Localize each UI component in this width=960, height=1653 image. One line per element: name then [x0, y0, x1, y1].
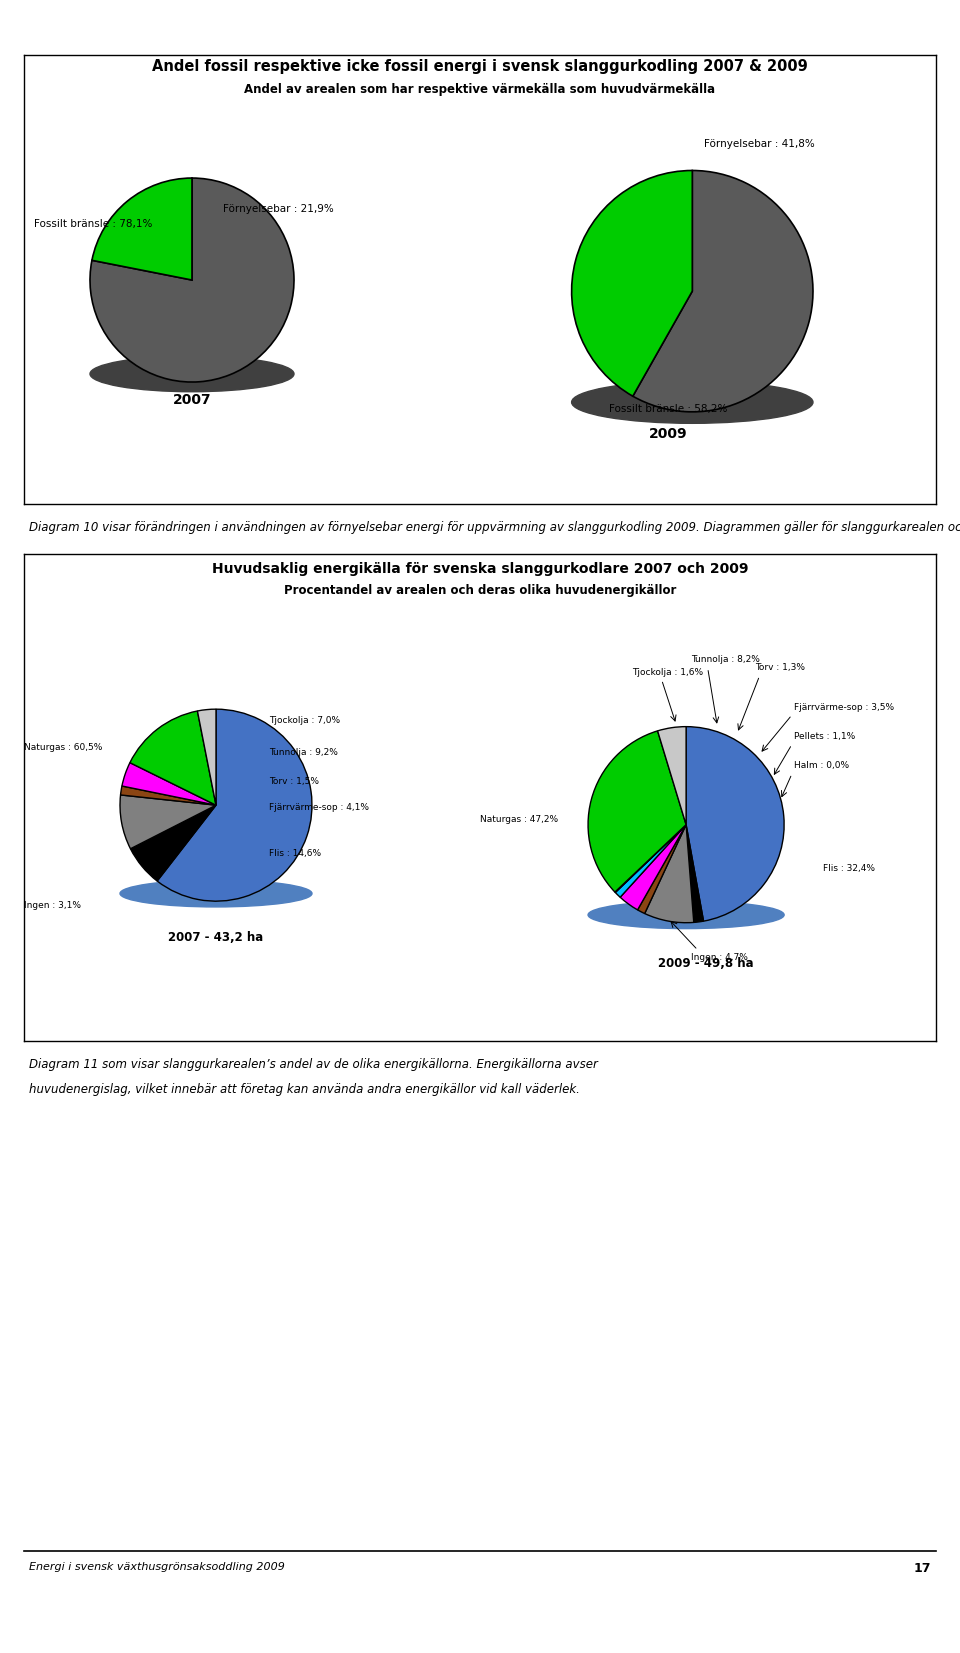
Wedge shape [130, 711, 216, 805]
Wedge shape [571, 170, 692, 397]
Text: Fossilt bränsle : 78,1%: Fossilt bränsle : 78,1% [34, 218, 153, 230]
Wedge shape [615, 825, 686, 898]
Text: Naturgas : 47,2%: Naturgas : 47,2% [480, 815, 559, 825]
Ellipse shape [90, 355, 294, 392]
Text: Torv : 1,3%: Torv : 1,3% [755, 663, 804, 673]
Wedge shape [90, 179, 294, 382]
Wedge shape [620, 825, 686, 909]
Text: Fjärrvärme-sop : 4,1%: Fjärrvärme-sop : 4,1% [269, 803, 369, 812]
Wedge shape [686, 825, 704, 922]
Wedge shape [157, 709, 312, 901]
Text: Andel av arealen som har respektive värmekälla som huvudvärmekälla: Andel av arealen som har respektive värm… [245, 83, 715, 96]
Text: 17: 17 [914, 1562, 931, 1575]
Text: Torv : 1,5%: Torv : 1,5% [269, 777, 319, 785]
Text: Andel fossil respektive icke fossil energi i svensk slanggurkodling 2007 & 2009: Andel fossil respektive icke fossil ener… [152, 58, 808, 74]
Wedge shape [122, 762, 216, 805]
Text: Tjockolja : 7,0%: Tjockolja : 7,0% [269, 716, 340, 726]
Wedge shape [615, 825, 686, 893]
Text: Förnyelsebar : 41,8%: Förnyelsebar : 41,8% [705, 139, 815, 149]
Text: Tunnolja : 8,2%: Tunnolja : 8,2% [691, 656, 760, 665]
Text: Procentandel av arealen och deras olika huvudenergikällor: Procentandel av arealen och deras olika … [284, 584, 676, 597]
Wedge shape [131, 805, 216, 881]
Wedge shape [637, 825, 686, 914]
Text: Tjockolja : 1,6%: Tjockolja : 1,6% [633, 668, 704, 678]
Wedge shape [198, 709, 216, 805]
Text: 2007 - 43,2 ha: 2007 - 43,2 ha [168, 931, 264, 944]
Text: 2009: 2009 [649, 426, 687, 441]
Wedge shape [645, 825, 694, 922]
Ellipse shape [120, 879, 312, 907]
Text: Flis : 32,4%: Flis : 32,4% [824, 865, 876, 873]
Text: Ingen : 3,1%: Ingen : 3,1% [24, 901, 81, 911]
Wedge shape [588, 731, 686, 893]
Wedge shape [658, 727, 686, 825]
Text: Flis : 14,6%: Flis : 14,6% [269, 848, 321, 858]
Text: Förnyelsebar : 21,9%: Förnyelsebar : 21,9% [223, 203, 333, 213]
Ellipse shape [571, 382, 813, 423]
Text: Diagram 10 visar förändringen i användningen av förnyelsebar energi för uppvärmn: Diagram 10 visar förändringen i användni… [29, 521, 960, 534]
Text: Fjärrvärme-sop : 3,5%: Fjärrvärme-sop : 3,5% [794, 703, 894, 711]
Text: Energi i svensk växthusgrönsaksoddling 2009: Energi i svensk växthusgrönsaksoddling 2… [29, 1562, 285, 1572]
Text: Tunnolja : 9,2%: Tunnolja : 9,2% [269, 747, 338, 757]
Text: Fossilt bränsle : 58,2%: Fossilt bränsle : 58,2% [609, 405, 728, 415]
Text: Pellets : 1,1%: Pellets : 1,1% [794, 732, 855, 741]
Text: Huvudsaklig energikälla för svenska slanggurkodlare 2007 och 2009: Huvudsaklig energikälla för svenska slan… [212, 562, 748, 575]
Wedge shape [92, 179, 192, 279]
Wedge shape [686, 727, 784, 921]
Wedge shape [121, 785, 216, 805]
Text: Halm : 0,0%: Halm : 0,0% [794, 762, 849, 770]
Text: Diagram 11 som visar slanggurkarealen’s andel av de olika energikällorna. Energi: Diagram 11 som visar slanggurkarealen’s … [29, 1058, 598, 1071]
Text: 2007: 2007 [173, 393, 211, 407]
Text: 2009 - 49,8 ha: 2009 - 49,8 ha [658, 957, 754, 970]
Text: Naturgas : 60,5%: Naturgas : 60,5% [24, 744, 103, 752]
Wedge shape [120, 795, 216, 848]
Text: huvudenergislag, vilket innebär att företag kan använda andra energikällor vid k: huvudenergislag, vilket innebär att före… [29, 1083, 580, 1096]
Wedge shape [633, 170, 813, 412]
Text: Ingen : 4,7%: Ingen : 4,7% [691, 952, 748, 962]
Ellipse shape [588, 901, 784, 929]
